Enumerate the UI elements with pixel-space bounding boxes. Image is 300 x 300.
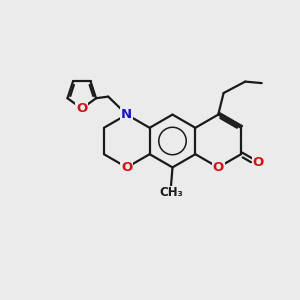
Text: N: N xyxy=(121,108,132,121)
Text: O: O xyxy=(76,102,87,115)
Text: O: O xyxy=(253,155,264,169)
Text: CH₃: CH₃ xyxy=(159,186,183,199)
Text: O: O xyxy=(121,161,132,174)
Text: O: O xyxy=(213,161,224,174)
